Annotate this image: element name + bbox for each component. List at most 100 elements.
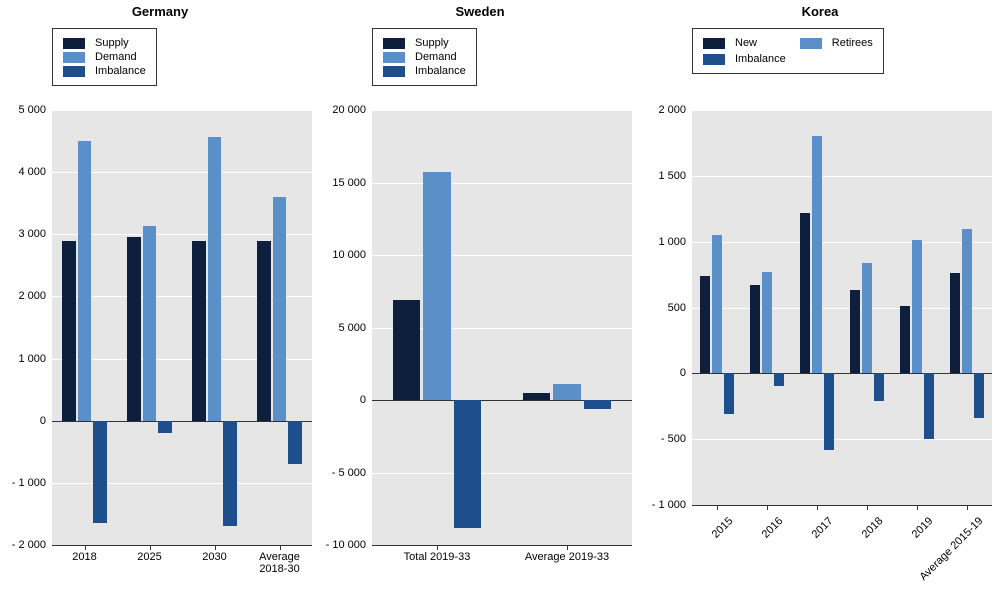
bar	[962, 229, 972, 374]
y-tick-label: 4 000	[0, 166, 46, 178]
bar	[93, 421, 107, 524]
bar	[127, 237, 141, 420]
bar	[974, 373, 984, 418]
legend-swatch	[800, 38, 822, 49]
chart-panel: SwedenSupplyDemandImbalance- 10 000- 5 0…	[320, 0, 640, 605]
bar	[712, 235, 722, 373]
legend-label: Retirees	[832, 37, 873, 49]
bar	[223, 421, 237, 527]
plot-area	[372, 110, 632, 545]
y-tick-label: 2 000	[640, 104, 686, 116]
x-tick-label: 2015	[649, 515, 735, 601]
legend-label: New	[735, 37, 757, 49]
x-tick-label: 2025	[117, 551, 182, 563]
chart-title: Sweden	[320, 4, 640, 19]
bar	[750, 285, 760, 373]
y-tick-label: - 1 000	[640, 499, 686, 511]
legend-label: Imbalance	[415, 65, 466, 77]
y-tick-label: 0	[320, 394, 366, 406]
legend: Supply Demand Imbalance	[372, 28, 477, 86]
legend-swatch	[383, 52, 405, 63]
bar	[208, 137, 222, 421]
bar	[393, 300, 420, 400]
x-tick-label: 2018	[52, 551, 117, 563]
legend-item: Imbalance	[383, 65, 466, 77]
grid-line	[692, 110, 992, 111]
bar	[158, 421, 172, 433]
bar	[288, 421, 302, 465]
zero-axis	[692, 373, 992, 374]
y-tick-label: - 1 000	[0, 477, 46, 489]
x-axis-line	[692, 505, 992, 506]
y-tick-label: - 2 000	[0, 539, 46, 551]
legend-item: New	[703, 37, 786, 49]
bar	[874, 373, 884, 401]
grid-line	[692, 176, 992, 177]
grid-line	[372, 183, 632, 184]
bar	[143, 226, 157, 421]
bar	[523, 393, 550, 400]
y-tick-label: 1 000	[0, 353, 46, 365]
bar	[900, 306, 910, 373]
bar	[454, 400, 481, 528]
chart-title: Germany	[0, 4, 320, 19]
bar	[700, 276, 710, 373]
legend-swatch	[703, 54, 725, 65]
legend-item: Demand	[383, 51, 466, 63]
y-tick-label: - 500	[640, 433, 686, 445]
legend-item: Imbalance	[703, 53, 786, 65]
legend-label: Imbalance	[735, 53, 786, 65]
bar	[774, 373, 784, 386]
legend-label: Demand	[95, 51, 137, 63]
x-tick-label: 2030	[182, 551, 247, 563]
legend: New Retirees Imbalance	[692, 28, 884, 74]
legend-swatch	[383, 38, 405, 49]
bar	[800, 213, 810, 374]
grid-line	[372, 110, 632, 111]
legend-label: Supply	[95, 37, 129, 49]
bar	[724, 373, 734, 414]
bar	[62, 241, 76, 421]
bar	[423, 172, 450, 400]
x-tick-label: Average 2019-33	[502, 551, 632, 563]
legend-item: Supply	[383, 37, 466, 49]
bar	[257, 241, 271, 421]
legend-label: Supply	[415, 37, 449, 49]
x-axis-line	[52, 545, 312, 546]
x-tick-label: Average 2018-30	[247, 551, 312, 575]
grid-line	[372, 473, 632, 474]
grid-line	[52, 110, 312, 111]
grid-line	[692, 439, 992, 440]
legend-swatch	[63, 38, 85, 49]
y-tick-label: - 5 000	[320, 467, 366, 479]
legend-swatch	[703, 38, 725, 49]
bar	[862, 263, 872, 374]
bar	[950, 273, 960, 373]
legend-swatch	[63, 66, 85, 77]
bar	[924, 373, 934, 439]
y-tick-label: 500	[640, 302, 686, 314]
y-tick-label: 0	[0, 415, 46, 427]
bar	[824, 373, 834, 449]
grid-line	[372, 255, 632, 256]
grid-line	[692, 308, 992, 309]
legend-item: Demand	[63, 51, 146, 63]
y-tick-label: 1 500	[640, 170, 686, 182]
bar	[912, 240, 922, 373]
bar	[553, 384, 580, 400]
legend-item: Retirees	[800, 37, 873, 49]
bar	[762, 272, 772, 373]
legend-label: Demand	[415, 51, 457, 63]
chart-title: Korea	[640, 4, 1000, 19]
bar	[78, 141, 92, 421]
x-axis-line	[372, 545, 632, 546]
legend: Supply Demand Imbalance	[52, 28, 157, 86]
grid-line	[52, 483, 312, 484]
y-tick-label: 3 000	[0, 228, 46, 240]
bar	[584, 400, 611, 409]
x-tick-label: Total 2019-33	[372, 551, 502, 563]
legend-item: Imbalance	[63, 65, 146, 77]
y-tick-label: 1 000	[640, 236, 686, 248]
y-tick-label: 2 000	[0, 290, 46, 302]
plot-area	[52, 110, 312, 545]
